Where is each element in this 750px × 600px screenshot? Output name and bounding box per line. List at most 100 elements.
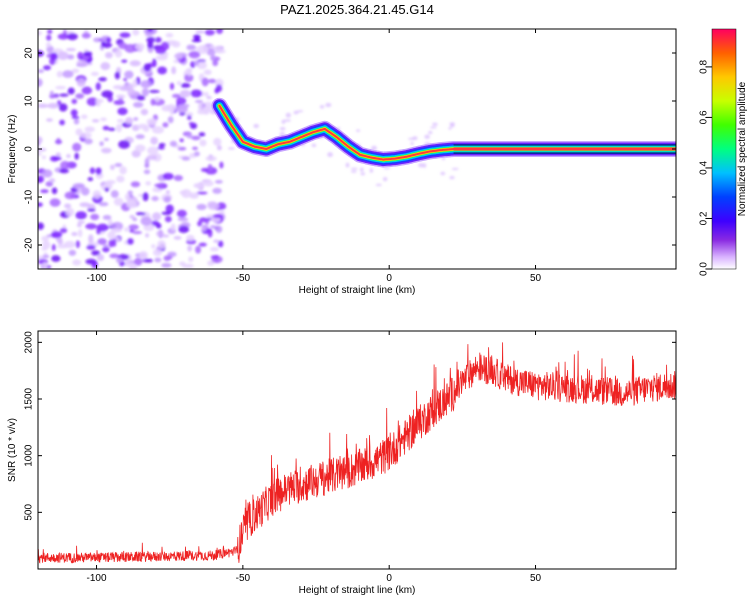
noise-blob bbox=[101, 42, 113, 48]
noise-blob bbox=[213, 137, 222, 146]
noise-blob bbox=[207, 164, 213, 171]
noise-blob bbox=[432, 122, 438, 126]
noise-blob bbox=[143, 169, 151, 175]
noise-blob bbox=[65, 47, 76, 52]
noise-blob bbox=[283, 119, 291, 122]
noise-blob bbox=[59, 168, 70, 174]
noise-blob bbox=[132, 29, 140, 36]
noise-blob bbox=[38, 152, 43, 156]
noise-blob bbox=[102, 244, 109, 248]
noise-blob bbox=[136, 95, 146, 101]
noise-blob bbox=[165, 204, 174, 214]
chart-title: PAZ1.2025.364.21.45.G14 bbox=[280, 2, 434, 17]
noise-blob bbox=[72, 142, 82, 152]
noise-blob bbox=[127, 87, 136, 97]
noise-blob bbox=[146, 154, 158, 161]
noise-blob bbox=[165, 190, 170, 194]
noise-blob bbox=[150, 136, 158, 145]
noise-blob bbox=[184, 73, 194, 82]
noise-blob bbox=[176, 105, 188, 113]
noise-blob bbox=[93, 37, 102, 43]
noise-blob bbox=[109, 253, 120, 259]
noise-blob bbox=[96, 227, 101, 235]
noise-blob bbox=[161, 262, 172, 268]
noise-blob bbox=[125, 117, 134, 125]
noise-blob bbox=[119, 86, 131, 92]
noise-blob bbox=[207, 202, 220, 210]
noise-blob bbox=[104, 187, 110, 192]
noise-blob bbox=[177, 146, 187, 151]
snr-x-ticks: -100 -50 0 50 bbox=[87, 331, 542, 584]
noise-blob bbox=[56, 244, 69, 249]
noise-blob bbox=[198, 132, 206, 137]
noise-blob bbox=[91, 119, 100, 123]
noise-blob bbox=[134, 144, 146, 153]
noise-blob bbox=[186, 133, 193, 139]
noise-blob bbox=[144, 157, 150, 167]
noise-blob bbox=[197, 220, 203, 227]
noise-blob bbox=[195, 30, 205, 34]
noise-blob bbox=[100, 117, 107, 122]
noise-blob bbox=[75, 240, 80, 249]
noise-blob bbox=[147, 146, 159, 155]
noise-blob bbox=[167, 251, 177, 257]
noise-blob bbox=[179, 138, 184, 143]
noise-blob bbox=[43, 65, 51, 71]
noise-blob bbox=[56, 137, 61, 145]
spectrogram-y-tick-label: 0 bbox=[24, 146, 35, 152]
noise-blob bbox=[48, 94, 60, 99]
noise-blob bbox=[170, 223, 176, 231]
colorbar-tick-label: 0.6 bbox=[699, 110, 710, 124]
noise-blob bbox=[169, 82, 175, 90]
noise-blob bbox=[38, 103, 49, 109]
noise-blob bbox=[108, 127, 116, 131]
noise-blob bbox=[285, 112, 292, 118]
noise-blob bbox=[227, 147, 235, 150]
noise-blob bbox=[279, 126, 286, 131]
noise-blob bbox=[46, 118, 53, 122]
noise-blob bbox=[76, 59, 88, 67]
noise-blob bbox=[214, 88, 219, 94]
noise-blob bbox=[80, 187, 90, 196]
noise-blob bbox=[151, 220, 160, 227]
noise-blob bbox=[41, 155, 47, 160]
noise-blob bbox=[188, 121, 195, 126]
noise-blob bbox=[214, 179, 223, 184]
spectrogram-y-tick-label: -20 bbox=[24, 237, 35, 252]
noise-blob bbox=[41, 169, 53, 178]
noise-blob bbox=[86, 244, 96, 250]
noise-blob bbox=[81, 86, 93, 95]
noise-blob bbox=[86, 97, 99, 107]
noise-blob bbox=[179, 261, 186, 266]
noise-blob bbox=[129, 229, 135, 233]
noise-blob bbox=[91, 250, 101, 256]
noise-blob bbox=[108, 239, 114, 248]
noise-blob bbox=[111, 221, 124, 231]
noise-blob bbox=[105, 51, 113, 59]
snr-y-label: SNR (10 * v/v) bbox=[7, 418, 18, 482]
colorbar-gradient bbox=[711, 28, 737, 270]
noise-blob bbox=[41, 247, 48, 251]
noise-blob bbox=[217, 240, 224, 248]
spectrogram-y-tick-label: 10 bbox=[24, 95, 35, 107]
noise-blob bbox=[107, 218, 113, 227]
noise-blob bbox=[110, 190, 119, 198]
noise-blob bbox=[167, 116, 174, 124]
noise-blob bbox=[71, 115, 80, 120]
noise-blob bbox=[49, 178, 56, 183]
noise-blob bbox=[55, 152, 61, 158]
noise-blob bbox=[253, 123, 260, 129]
snr-x-tick-label: 0 bbox=[386, 573, 392, 584]
noise-blob bbox=[99, 141, 104, 147]
noise-blob bbox=[110, 228, 122, 233]
colorbar-label: Normalized spectral amplitude bbox=[737, 81, 748, 216]
noise-blob bbox=[171, 40, 181, 48]
noise-blob bbox=[424, 134, 430, 140]
noise-blob bbox=[130, 94, 137, 99]
noise-blob bbox=[60, 160, 70, 170]
noise-blob bbox=[371, 145, 377, 151]
noise-blob bbox=[369, 168, 374, 173]
noise-blob bbox=[68, 249, 77, 256]
noise-blob bbox=[56, 70, 63, 78]
noise-blob bbox=[148, 89, 160, 94]
